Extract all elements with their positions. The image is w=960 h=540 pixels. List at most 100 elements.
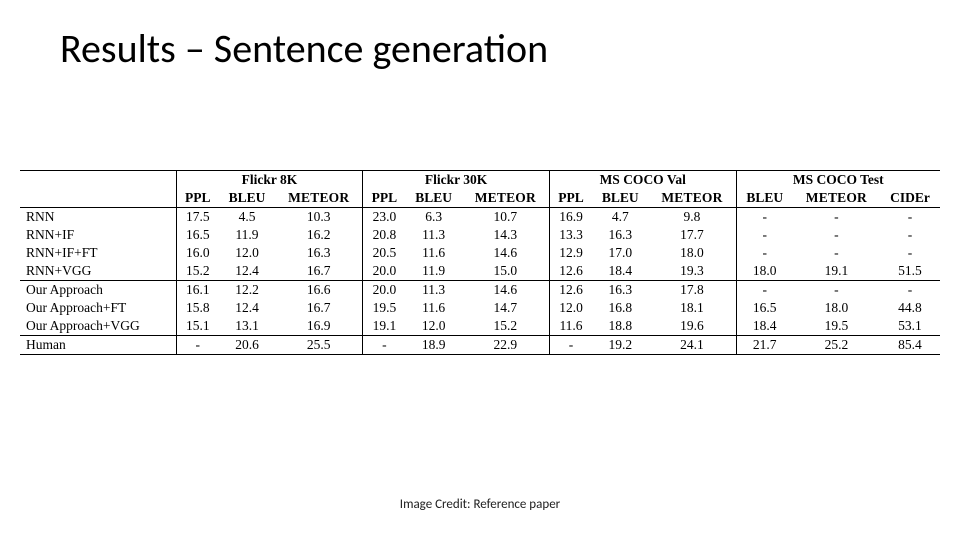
table-row: RNN+IF 16.5 11.9 16.2 20.8 11.3 14.3 13.… [20, 226, 940, 244]
cell: 14.6 [462, 244, 550, 262]
page-title: Results – Sentence generation [60, 24, 548, 73]
cell: 18.0 [648, 244, 736, 262]
cell: 12.6 [549, 262, 592, 281]
cell: 53.1 [880, 317, 940, 336]
cell: 10.7 [462, 208, 550, 227]
table-row: RNN+VGG 15.2 12.4 16.7 20.0 11.9 15.0 12… [20, 262, 940, 281]
results-table: Flickr 8K Flickr 30K MS COCO Val MS COCO… [20, 170, 940, 355]
cell: 15.0 [462, 262, 550, 281]
cell: 11.6 [549, 317, 592, 336]
cell: 16.9 [549, 208, 592, 227]
row-label: Our Approach+FT [20, 299, 176, 317]
cell: 24.1 [648, 336, 736, 355]
row-label: RNN [20, 208, 176, 227]
row-label: Our Approach+VGG [20, 317, 176, 336]
cell: 9.8 [648, 208, 736, 227]
cell: 16.3 [275, 244, 363, 262]
cell: - [363, 336, 406, 355]
col-bleu-4: BLEU [736, 189, 793, 208]
cell: 18.4 [736, 317, 793, 336]
table-row: Our Approach+VGG 15.1 13.1 16.9 19.1 12.… [20, 317, 940, 336]
cell: - [793, 244, 880, 262]
row-label: Human [20, 336, 176, 355]
slide: Results – Sentence generation Flickr 8K … [0, 0, 960, 540]
cell: 12.4 [219, 299, 275, 317]
cell: 13.3 [549, 226, 592, 244]
cell: 11.6 [406, 244, 462, 262]
group-header-mscoco-val: MS COCO Val [549, 171, 736, 190]
cell: 51.5 [880, 262, 940, 281]
cell: - [880, 244, 940, 262]
cell: 12.6 [549, 281, 592, 300]
table-row: Our Approach 16.1 12.2 16.6 20.0 11.3 14… [20, 281, 940, 300]
cell: 18.0 [736, 262, 793, 281]
cell: 12.9 [549, 244, 592, 262]
cell: 14.6 [462, 281, 550, 300]
cell: 12.0 [549, 299, 592, 317]
cell: - [793, 208, 880, 227]
col-empty [20, 189, 176, 208]
cell: 16.7 [275, 262, 363, 281]
cell: 18.1 [648, 299, 736, 317]
cell: 12.2 [219, 281, 275, 300]
cell: 20.0 [363, 281, 406, 300]
col-bleu-1: BLEU [219, 189, 275, 208]
cell: 19.5 [363, 299, 406, 317]
cell: 4.7 [592, 208, 648, 227]
cell: 11.3 [406, 281, 462, 300]
results-table-container: Flickr 8K Flickr 30K MS COCO Val MS COCO… [20, 170, 940, 355]
cell: 19.6 [648, 317, 736, 336]
cell: 16.9 [275, 317, 363, 336]
cell: 16.8 [592, 299, 648, 317]
cell: 16.6 [275, 281, 363, 300]
col-meteor-2: METEOR [462, 189, 550, 208]
cell: 16.5 [176, 226, 219, 244]
cell: - [176, 336, 219, 355]
table-row: RNN+IF+FT 16.0 12.0 16.3 20.5 11.6 14.6 … [20, 244, 940, 262]
row-label: RNN+IF [20, 226, 176, 244]
cell: - [549, 336, 592, 355]
cell: 20.0 [363, 262, 406, 281]
cell: 19.2 [592, 336, 648, 355]
group-header-row: Flickr 8K Flickr 30K MS COCO Val MS COCO… [20, 171, 940, 190]
cell: 44.8 [880, 299, 940, 317]
cell: 19.3 [648, 262, 736, 281]
column-header-row: PPL BLEU METEOR PPL BLEU METEOR PPL BLEU… [20, 189, 940, 208]
cell: 25.2 [793, 336, 880, 355]
cell: - [736, 226, 793, 244]
cell: 18.4 [592, 262, 648, 281]
cell: 17.8 [648, 281, 736, 300]
cell: 25.5 [275, 336, 363, 355]
col-ppl-3: PPL [549, 189, 592, 208]
group-header-empty [20, 171, 176, 190]
col-meteor-3: METEOR [648, 189, 736, 208]
col-bleu-2: BLEU [406, 189, 462, 208]
group-header-mscoco-test: MS COCO Test [736, 171, 940, 190]
cell: 17.5 [176, 208, 219, 227]
cell: 16.3 [592, 281, 648, 300]
col-ppl-2: PPL [363, 189, 406, 208]
cell: 13.1 [219, 317, 275, 336]
cell: 23.0 [363, 208, 406, 227]
cell: - [793, 281, 880, 300]
cell: 16.5 [736, 299, 793, 317]
cell: 15.1 [176, 317, 219, 336]
cell: 20.6 [219, 336, 275, 355]
cell: 85.4 [880, 336, 940, 355]
cell: - [736, 208, 793, 227]
row-label: RNN+VGG [20, 262, 176, 281]
group-header-flickr30k: Flickr 30K [363, 171, 550, 190]
col-meteor-1: METEOR [275, 189, 363, 208]
cell: 10.3 [275, 208, 363, 227]
group-header-flickr8k: Flickr 8K [176, 171, 363, 190]
cell: 20.8 [363, 226, 406, 244]
image-credit: Image Credit: Reference paper [0, 497, 960, 512]
cell: - [880, 281, 940, 300]
cell: 16.3 [592, 226, 648, 244]
cell: 15.2 [462, 317, 550, 336]
cell: 19.1 [363, 317, 406, 336]
cell: 17.7 [648, 226, 736, 244]
col-meteor-4: METEOR [793, 189, 880, 208]
cell: 16.0 [176, 244, 219, 262]
cell: 21.7 [736, 336, 793, 355]
